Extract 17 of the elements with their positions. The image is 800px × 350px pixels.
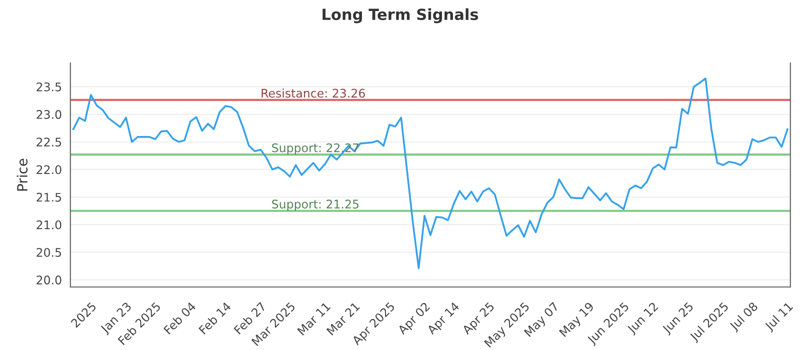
y-tick-label: 22.0 bbox=[36, 165, 62, 174]
y-tick-label: 20.0 bbox=[36, 276, 62, 284]
y-tick-label: 23.0 bbox=[36, 110, 62, 119]
x-tick-label: Jul 08 bbox=[728, 301, 760, 333]
y-tick-label: 20.5 bbox=[36, 248, 62, 257]
x-tick-label: Feb 04 bbox=[163, 301, 196, 335]
x-tick-label: Feb 14 bbox=[198, 301, 232, 335]
ref-line-label: Support: 21.25 bbox=[272, 200, 358, 211]
line-series bbox=[72, 78, 788, 270]
y-tick-label: 22.5 bbox=[36, 138, 62, 147]
y-tick-label: 21.5 bbox=[36, 192, 62, 202]
ref-line-label: Resistance: 23.26 bbox=[262, 88, 365, 98]
y-axis-title: Price bbox=[16, 158, 28, 191]
x-tick-label: Jul 11 bbox=[764, 302, 795, 333]
chart-title: Long Term Signals bbox=[322, 8, 478, 24]
y-tick-label: 23.5 bbox=[36, 82, 62, 92]
y-tick-label: 21.0 bbox=[36, 220, 62, 230]
